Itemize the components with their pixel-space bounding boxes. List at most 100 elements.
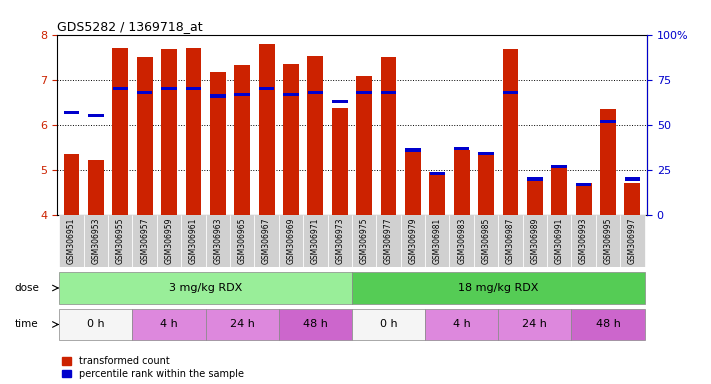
Bar — [576, 182, 592, 215]
Bar — [425, 215, 449, 267]
Text: GSM306963: GSM306963 — [213, 218, 223, 264]
Bar — [157, 215, 181, 267]
Bar — [186, 48, 201, 215]
Bar — [255, 215, 279, 267]
Text: 3 mg/kg RDX: 3 mg/kg RDX — [169, 283, 242, 293]
Text: GSM306973: GSM306973 — [336, 218, 344, 264]
Bar — [600, 109, 616, 215]
Bar — [181, 215, 205, 267]
Bar — [205, 309, 279, 340]
Bar — [59, 309, 132, 340]
Bar — [307, 56, 324, 215]
Bar — [279, 215, 303, 267]
Text: time: time — [14, 319, 38, 329]
Text: 48 h: 48 h — [303, 319, 328, 329]
Bar — [132, 215, 157, 267]
Bar — [210, 94, 225, 98]
Bar — [59, 215, 84, 267]
Text: GSM306993: GSM306993 — [579, 218, 588, 264]
Bar — [84, 215, 108, 267]
Bar — [405, 149, 421, 152]
Bar — [205, 215, 230, 267]
Text: GSM306985: GSM306985 — [481, 218, 491, 264]
Bar — [523, 215, 547, 267]
Text: 24 h: 24 h — [523, 319, 547, 329]
Bar — [624, 177, 640, 180]
Bar — [454, 147, 469, 150]
Text: GSM306951: GSM306951 — [67, 218, 76, 264]
Text: GSM306961: GSM306961 — [189, 218, 198, 264]
Text: GSM306955: GSM306955 — [116, 218, 125, 264]
Bar — [303, 215, 328, 267]
Text: 4 h: 4 h — [160, 319, 178, 329]
Bar — [527, 177, 542, 180]
Text: GSM306983: GSM306983 — [457, 218, 466, 264]
Legend: transformed count, percentile rank within the sample: transformed count, percentile rank withi… — [62, 356, 245, 379]
Text: 0 h: 0 h — [87, 319, 105, 329]
Bar — [572, 215, 596, 267]
Bar — [498, 309, 572, 340]
Bar — [235, 65, 250, 215]
Bar — [328, 215, 352, 267]
Bar — [429, 172, 445, 175]
Bar — [283, 64, 299, 215]
Bar — [210, 71, 226, 215]
Bar — [283, 93, 299, 96]
Bar — [230, 215, 255, 267]
Bar — [137, 91, 152, 94]
Text: GSM306953: GSM306953 — [92, 218, 100, 264]
Text: 18 mg/kg RDX: 18 mg/kg RDX — [458, 283, 538, 293]
Text: GSM306995: GSM306995 — [604, 218, 612, 264]
Bar — [235, 93, 250, 96]
Bar — [376, 215, 401, 267]
Bar — [527, 178, 542, 215]
Bar — [161, 49, 177, 215]
Text: GSM306977: GSM306977 — [384, 218, 393, 264]
Bar — [279, 309, 352, 340]
Bar — [356, 91, 372, 94]
Text: dose: dose — [14, 283, 39, 293]
Bar — [59, 273, 352, 303]
Bar — [63, 154, 80, 215]
Bar — [259, 45, 274, 215]
Bar — [401, 215, 425, 267]
Text: GSM306981: GSM306981 — [433, 218, 442, 264]
Bar — [112, 87, 128, 90]
Bar — [478, 154, 494, 215]
Bar — [356, 76, 372, 215]
Bar — [498, 215, 523, 267]
Bar — [259, 87, 274, 90]
Bar — [308, 91, 323, 94]
Bar — [381, 91, 396, 94]
Text: 48 h: 48 h — [596, 319, 621, 329]
Bar — [132, 309, 205, 340]
Bar — [503, 91, 518, 94]
Text: GDS5282 / 1369718_at: GDS5282 / 1369718_at — [57, 20, 203, 33]
Bar — [425, 309, 498, 340]
Text: GSM306967: GSM306967 — [262, 218, 271, 264]
Bar — [137, 57, 153, 215]
Text: 24 h: 24 h — [230, 319, 255, 329]
Bar — [186, 87, 201, 90]
Bar — [474, 215, 498, 267]
Bar — [620, 215, 645, 267]
Bar — [429, 172, 445, 215]
Bar — [551, 168, 567, 215]
Text: GSM306965: GSM306965 — [237, 218, 247, 264]
Bar — [112, 48, 128, 215]
Bar — [108, 215, 132, 267]
Bar — [64, 111, 80, 114]
Bar — [352, 309, 425, 340]
Text: GSM306997: GSM306997 — [628, 218, 637, 264]
Text: GSM306959: GSM306959 — [164, 218, 173, 264]
Bar — [161, 87, 177, 90]
Text: GSM306971: GSM306971 — [311, 218, 320, 264]
Bar — [576, 183, 592, 186]
Bar — [352, 215, 376, 267]
Text: GSM306969: GSM306969 — [287, 218, 296, 264]
Bar — [547, 215, 572, 267]
Text: GSM306989: GSM306989 — [530, 218, 540, 264]
Bar — [479, 152, 494, 155]
Bar — [624, 182, 641, 215]
Bar — [380, 57, 397, 215]
